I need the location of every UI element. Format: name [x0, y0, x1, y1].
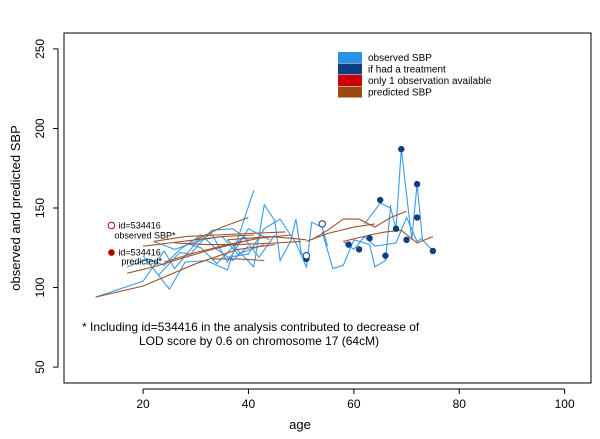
- predicted-series-line: [174, 240, 302, 246]
- predicted-series-line: [311, 210, 407, 241]
- legend-label: if had a treatment: [368, 65, 446, 76]
- predicted-id-label: id=534416: [118, 248, 160, 258]
- x-axis-label: age: [289, 417, 311, 432]
- observed-series-line: [158, 228, 249, 276]
- treated-point: [398, 145, 405, 153]
- footnote-line-2: LOD score by 0.6 on chromosome 17 (64cM): [139, 334, 379, 348]
- predicted-series-line: [153, 231, 286, 242]
- observed-series-line: [227, 203, 307, 269]
- treated-point: [403, 236, 410, 244]
- observed-series-line: [227, 218, 329, 269]
- legend-label: only 1 observation available: [368, 76, 492, 87]
- x-tick-label: 20: [136, 397, 150, 411]
- treated-point: [392, 225, 400, 232]
- predicted-series-line: [95, 244, 275, 298]
- observed-series-line: [95, 227, 270, 298]
- y-tick-label: 100: [33, 277, 47, 297]
- observed-series-line: [342, 216, 423, 251]
- x-tick-label: 100: [555, 397, 575, 411]
- predicted-series-line: [306, 223, 375, 242]
- y-tick-label: 200: [33, 118, 47, 138]
- treated-points: [302, 145, 437, 263]
- y-axis-label: observed and predicted SBP: [8, 125, 23, 291]
- predicted-series-line: [211, 258, 265, 262]
- predicted-series-line: [343, 229, 434, 244]
- open-marker: [318, 220, 326, 228]
- predicted-series-line: [195, 216, 249, 241]
- y-tick-label: 150: [33, 198, 47, 218]
- predicted-lines: [95, 210, 434, 298]
- open-marker: [302, 252, 311, 260]
- observed-series-line: [185, 234, 276, 265]
- legend-swatch: [338, 63, 362, 75]
- treated-point: [366, 235, 373, 242]
- observed-note-label: observed SBP*: [114, 231, 176, 241]
- legend-swatch: [338, 86, 362, 98]
- treated-point: [429, 247, 437, 255]
- legend-swatch: [338, 52, 362, 63]
- x-tick-label: 80: [453, 397, 467, 411]
- predicted-note-label: predicted*: [121, 257, 162, 267]
- predicted-single-marker: [108, 249, 115, 256]
- y-tick-label: 250: [33, 39, 47, 59]
- treated-point: [377, 196, 384, 204]
- treated-point: [355, 246, 363, 253]
- legend-label: predicted SBP: [368, 88, 432, 99]
- axes: 20 40 60 80 100 50 100 150 200 250: [33, 39, 575, 411]
- plot-frame: [63, 32, 592, 384]
- treated-point: [413, 214, 421, 221]
- observed-id-label: id=534416: [118, 221, 160, 231]
- footnote-line-1: * Including id=534416 in the analysis co…: [82, 320, 420, 334]
- treated-point: [413, 180, 421, 188]
- predicted-series-line: [227, 236, 307, 241]
- legend-swatch: [338, 75, 362, 86]
- treated-point: [382, 252, 389, 259]
- y-tick-label: 50: [33, 360, 47, 374]
- observed-series-line: [321, 204, 392, 270]
- treated-point: [345, 241, 352, 248]
- observed-single-marker: [107, 221, 116, 230]
- legend-label: observed SBP: [368, 53, 432, 64]
- x-tick-label: 60: [347, 397, 361, 411]
- x-tick-label: 40: [242, 397, 256, 411]
